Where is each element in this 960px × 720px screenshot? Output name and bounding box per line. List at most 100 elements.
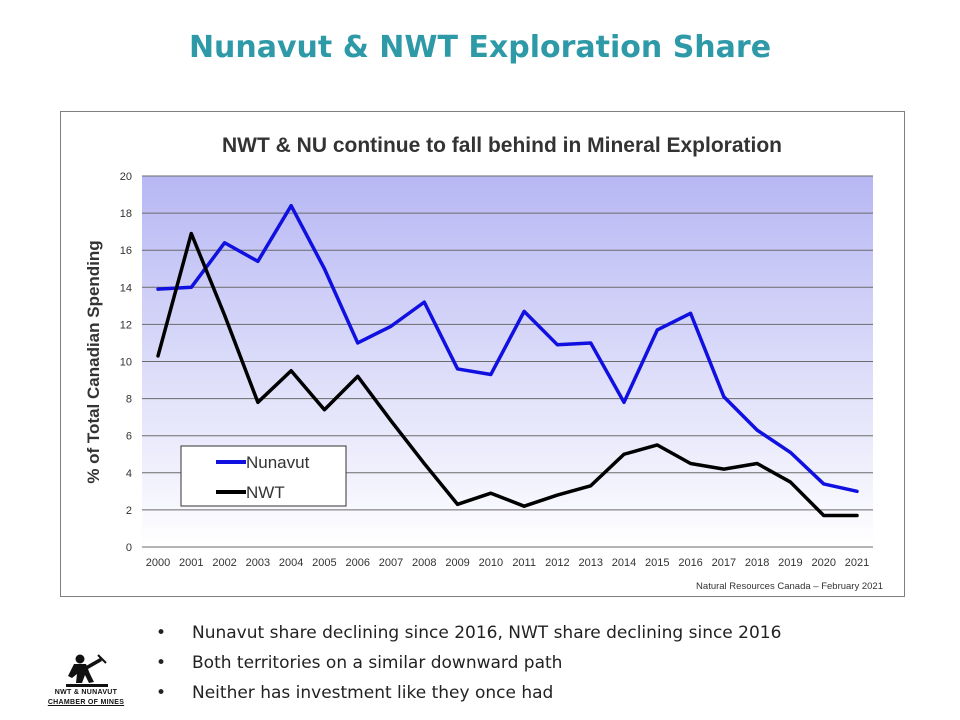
y-tick-label: 14 xyxy=(120,282,132,294)
data-point-nunavut xyxy=(156,287,160,291)
x-tick-label: 2003 xyxy=(246,557,270,569)
bullet-item: • Both territories on a similar downward … xyxy=(150,648,781,678)
data-point-nwt xyxy=(722,467,726,471)
y-tick-label: 6 xyxy=(126,431,132,443)
data-point-nwt xyxy=(223,313,227,317)
x-tick-label: 2014 xyxy=(612,557,636,569)
data-point-nunavut xyxy=(855,489,859,493)
legend: Nunavut NWT xyxy=(180,445,347,507)
x-tick-label: 2005 xyxy=(312,557,336,569)
y-tick-label: 16 xyxy=(120,245,132,257)
x-tick-label: 2001 xyxy=(179,557,203,569)
data-point-nunavut xyxy=(755,428,759,432)
y-tick-label: 4 xyxy=(126,468,132,480)
y-tick-label: 2 xyxy=(126,505,132,517)
y-tick-label: 12 xyxy=(120,319,132,331)
source-note: Natural Resources Canada – February 2021 xyxy=(696,581,883,592)
data-point-nunavut xyxy=(522,309,526,313)
data-point-nwt xyxy=(256,400,260,404)
data-point-nunavut xyxy=(722,395,726,399)
x-tick-label: 2002 xyxy=(212,557,236,569)
x-tick-label: 2010 xyxy=(479,557,503,569)
data-point-nwt xyxy=(389,419,393,423)
bullet-item: • Neither has investment like they once h… xyxy=(150,678,781,708)
data-point-nwt xyxy=(156,354,160,358)
x-tick-label: 2011 xyxy=(512,557,536,569)
bullet-text: Neither has investment like they once ha… xyxy=(192,683,554,703)
legend-label-nunavut: Nunavut xyxy=(246,453,310,472)
data-point-nunavut xyxy=(689,311,693,315)
data-point-nunavut xyxy=(322,267,326,271)
bullet-text: Nunavut share declining since 2016, NWT … xyxy=(192,623,782,643)
data-point-nunavut xyxy=(555,343,559,347)
data-point-nwt xyxy=(555,493,559,497)
data-point-nunavut xyxy=(356,341,360,345)
data-point-nwt xyxy=(456,502,460,506)
logo-line-2: CHAMBER OF MINES xyxy=(47,699,125,706)
data-point-nwt xyxy=(422,462,426,466)
y-tick-label: 0 xyxy=(126,542,132,554)
x-tick-label: 2012 xyxy=(545,557,569,569)
slide-title: Nunavut & NWT Exploration Share xyxy=(188,30,772,65)
data-point-nwt xyxy=(356,374,360,378)
y-axis-ticks: 0 2 4 6 8 10 12 14 16 18 20 xyxy=(120,171,132,554)
series-lines xyxy=(156,203,859,518)
bullet-list: • Nunavut share declining since 2016, NWT… xyxy=(150,618,781,708)
data-point-nunavut xyxy=(655,328,659,332)
data-point-nwt xyxy=(689,462,693,466)
series-line-nwt xyxy=(156,231,859,518)
x-axis-ticks: 2000 2001 2002 2003 2004 2005 2006 2007 2008 2009… xyxy=(146,557,869,569)
x-tick-label: 2021 xyxy=(845,557,869,569)
x-tick-label: 2008 xyxy=(412,557,436,569)
x-tick-label: 2013 xyxy=(578,557,602,569)
data-point-nwt xyxy=(755,462,759,466)
data-point-nunavut xyxy=(822,482,826,486)
bullet-item: • Nunavut share declining since 2016, NWT… xyxy=(150,618,781,648)
y-tick-label: 20 xyxy=(120,171,132,183)
data-point-nunavut xyxy=(422,300,426,304)
x-tick-label: 2009 xyxy=(445,557,469,569)
chart-panel: NWT & NU continue to fall behind in Mine… xyxy=(60,111,905,597)
data-point-nunavut xyxy=(456,367,460,371)
x-tick-label: 2019 xyxy=(778,557,802,569)
data-point-nwt xyxy=(489,491,493,495)
x-tick-label: 2015 xyxy=(645,557,669,569)
chamber-of-mines-logo: NWT & NUNAVUT CHAMBER OF MINES xyxy=(46,652,126,712)
line-chart: NWT & NU continue to fall behind in Mine… xyxy=(84,134,883,592)
x-tick-label: 2017 xyxy=(712,557,736,569)
chart-title: NWT & NU continue to fall behind in Mine… xyxy=(222,134,782,157)
data-point-nwt xyxy=(522,504,526,508)
y-tick-label: 10 xyxy=(120,357,132,369)
data-point-nunavut xyxy=(256,259,260,263)
legend-label-nwt: NWT xyxy=(246,483,285,502)
x-tick-label: 2004 xyxy=(279,557,303,569)
x-tick-label: 2016 xyxy=(678,557,702,569)
data-point-nwt xyxy=(855,513,859,517)
y-tick-label: 18 xyxy=(120,208,132,220)
bullet-glyph: • xyxy=(156,683,167,703)
bullet-glyph: • xyxy=(156,653,167,673)
data-point-nwt xyxy=(788,480,792,484)
miner-icon xyxy=(66,654,108,687)
data-point-nwt xyxy=(289,369,293,373)
legend-box xyxy=(180,445,347,507)
data-point-nunavut xyxy=(223,241,227,245)
data-point-nwt xyxy=(322,408,326,412)
data-point-nunavut xyxy=(389,324,393,328)
data-point-nwt xyxy=(655,443,659,447)
data-point-nunavut xyxy=(622,400,626,404)
bullet-text: Both territories on a similar downward p… xyxy=(192,653,563,673)
data-point-nwt xyxy=(622,452,626,456)
logo-line-1: NWT & NUNAVUT xyxy=(54,689,118,696)
x-tick-label: 2000 xyxy=(146,557,170,569)
data-point-nwt xyxy=(589,484,593,488)
x-tick-label: 2018 xyxy=(745,557,769,569)
data-point-nunavut xyxy=(589,341,593,345)
x-tick-label: 2007 xyxy=(379,557,403,569)
x-tick-label: 2020 xyxy=(811,557,835,569)
data-point-nunavut xyxy=(289,204,293,208)
y-tick-label: 8 xyxy=(126,394,132,406)
y-axis-label: % of Total Canadian Spending xyxy=(84,240,103,483)
series-line-nunavut xyxy=(156,203,859,494)
x-tick-label: 2006 xyxy=(345,557,369,569)
